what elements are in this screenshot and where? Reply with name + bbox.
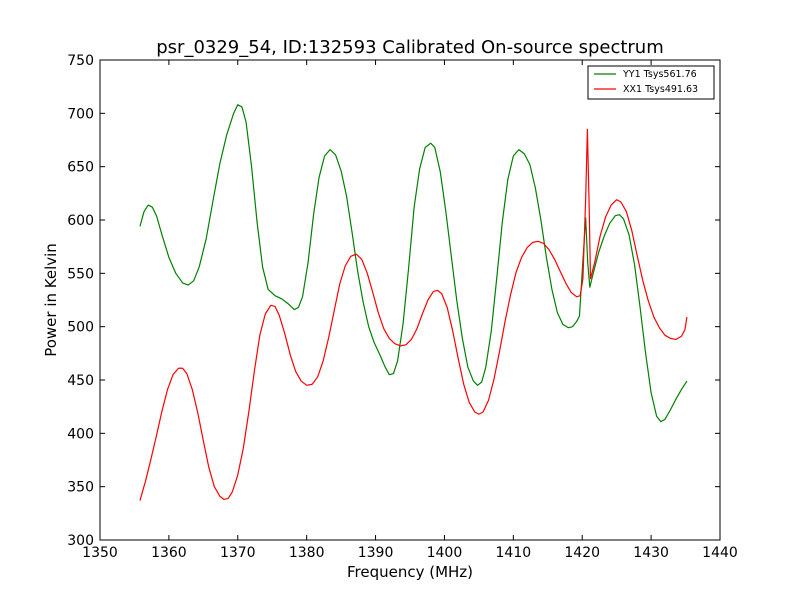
x-axis-label: Frequency (MHz) — [347, 563, 473, 581]
x-tick-label: 1390 — [358, 545, 394, 561]
x-tick-label: 1350 — [82, 545, 118, 561]
y-tick-label: 350 — [67, 480, 94, 496]
x-tick-label: 1360 — [151, 545, 187, 561]
y-tick-label: 450 — [67, 373, 94, 389]
series-line-0 — [139, 104, 688, 423]
chart-title: psr_0329_54, ID:132593 Calibrated On-sou… — [156, 37, 664, 58]
plot-frame — [99, 59, 721, 541]
series-line-1 — [139, 128, 688, 501]
y-tick-label: 550 — [67, 266, 94, 282]
legend-label-yy1: YY1 Tsys561.76 — [622, 69, 697, 80]
x-tick-label: 1430 — [633, 545, 669, 561]
y-tick-label: 700 — [67, 106, 94, 122]
y-tick-label: 300 — [67, 533, 94, 549]
y-tick-label: 500 — [67, 320, 94, 336]
y-tick-label: 750 — [67, 53, 94, 69]
x-tick-label: 1400 — [427, 545, 463, 561]
legend-label-xx1: XX1 Tsys491.63 — [623, 84, 698, 95]
tick-layer: 1350 1360 1370 1380 1390 1400 1410 1420 1430 1440… — [67, 53, 738, 561]
legend: YY1 Tsys561.76 XX1 Tsys491.63 — [587, 65, 715, 100]
x-tick-label: 1380 — [289, 545, 325, 561]
y-tick-label: 600 — [67, 213, 94, 229]
y-tick-label: 650 — [67, 160, 94, 176]
legend-box — [587, 65, 715, 100]
x-tick-label: 1420 — [564, 545, 600, 561]
series-layer — [139, 104, 688, 501]
y-axis-label: Power in Kelvin — [42, 243, 60, 357]
x-tick-label: 1410 — [496, 545, 532, 561]
y-tick-label: 400 — [67, 426, 94, 442]
x-tick-label: 1440 — [702, 545, 738, 561]
x-tick-label: 1370 — [220, 545, 256, 561]
